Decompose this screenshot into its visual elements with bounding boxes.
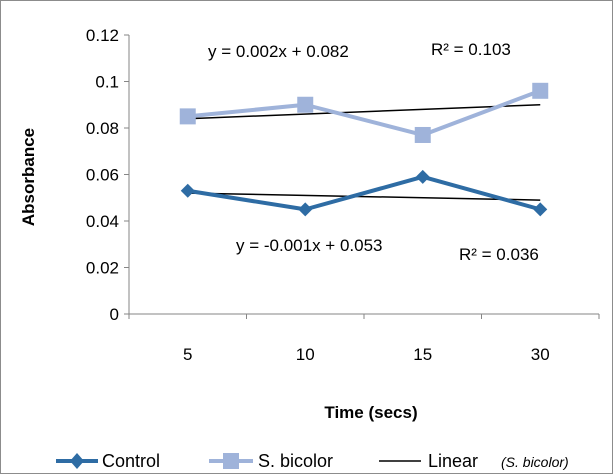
data-point-s-bicolor (414, 126, 431, 143)
trendline-equation-control: y = -0.001x + 0.053 (236, 236, 383, 255)
x-tick-label: 5 (183, 345, 192, 364)
data-point-control (298, 202, 313, 217)
x-tick-label: 15 (413, 345, 432, 364)
x-tick-label: 10 (296, 345, 315, 364)
data-point-s-bicolor (532, 82, 549, 99)
y-axis-ticks: 0 0.02 0.04 0.06 0.08 0.1 0.12 (86, 26, 129, 324)
data-point-control (533, 202, 548, 217)
legend-marker-control (70, 453, 84, 469)
series-line-control (187, 174, 541, 212)
data-point-s-bicolor (297, 96, 314, 113)
legend-label-linear: Linear (428, 451, 478, 471)
legend-label-linear-note: (S. bicolor) (501, 454, 569, 470)
y-axis-title: Absorbance (19, 128, 38, 226)
trendlines (187, 104, 541, 201)
trendline-bicolor (187, 104, 541, 120)
y-tick-label: 0.04 (86, 212, 119, 231)
trendline-equation-bicolor: y = 0.002x + 0.082 (208, 42, 349, 61)
data-point-control (415, 169, 430, 184)
y-tick-label: 0.06 (86, 166, 119, 185)
x-tick-label: 30 (531, 345, 550, 364)
legend-item-control: Control (56, 451, 160, 471)
legend-item-linear: Linear (S. bicolor) (379, 451, 569, 471)
trendline-r2-control: R² = 0.036 (459, 245, 539, 264)
y-tick-label: 0.08 (86, 119, 119, 138)
y-tick-label: 0.12 (86, 26, 119, 45)
trendline-r2-bicolor: R² = 0.103 (431, 40, 511, 59)
y-tick-label: 0.1 (95, 73, 119, 92)
series-line-s-bicolor (187, 88, 541, 137)
data-series (179, 82, 549, 217)
legend-marker-bicolor (223, 453, 239, 469)
legend-label-bicolor: S. bicolor (258, 451, 333, 471)
data-point-control (180, 183, 195, 198)
y-tick-label: 0 (110, 305, 119, 324)
x-axis-title: Time (secs) (324, 403, 417, 422)
legend-label-control: Control (102, 451, 160, 471)
trendline-control (187, 192, 541, 201)
legend: Control S. bicolor Linear (S. bicolor) (56, 451, 569, 471)
x-axis-ticks: 5 10 15 30 (128, 314, 600, 364)
y-tick-label: 0.02 (86, 259, 119, 278)
data-point-s-bicolor (179, 108, 196, 125)
legend-item-bicolor: S. bicolor (209, 451, 333, 471)
